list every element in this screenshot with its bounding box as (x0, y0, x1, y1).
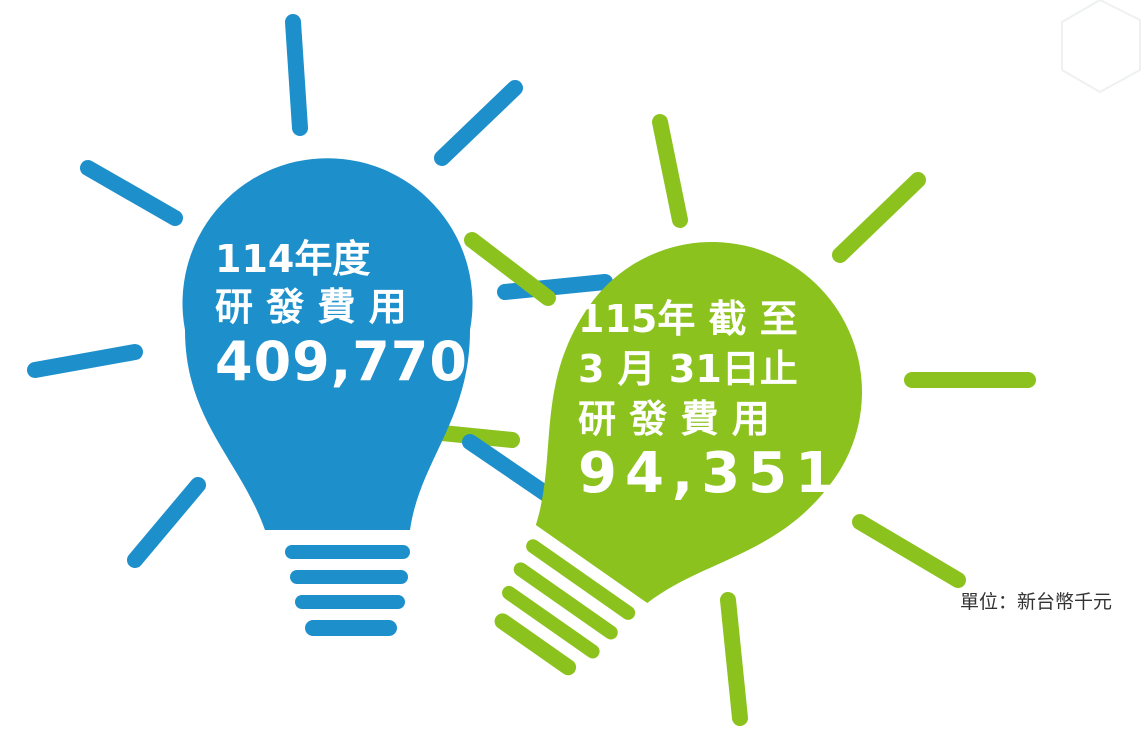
bulb-base (295, 595, 405, 609)
green-bulb (494, 242, 862, 676)
hexagon-decor (1061, 0, 1141, 94)
ray (652, 114, 688, 228)
bulb-line: 研 發 費 用 (215, 285, 407, 329)
ray (27, 344, 143, 378)
bulb-line: 3 月 31日止 (578, 347, 798, 391)
bulb-base (305, 620, 397, 636)
bulb-glass (535, 242, 862, 604)
ray (127, 477, 206, 568)
bulb-line: 115年 截 至 (578, 297, 798, 341)
ray (80, 160, 183, 226)
ray (464, 232, 556, 306)
bulb-line: 研 發 費 用 (578, 397, 770, 441)
unit-note: 單位：新台幣千元 (960, 591, 1112, 613)
bulb-base (290, 570, 408, 584)
ray (497, 274, 613, 300)
bulb-base (494, 613, 577, 676)
ray (720, 592, 748, 726)
ray (462, 434, 563, 508)
ray (434, 80, 523, 166)
ray (852, 514, 966, 588)
blue-rays (27, 14, 613, 568)
bulb-base (526, 539, 636, 620)
bulb-glass (182, 158, 473, 531)
bulb-base (513, 562, 618, 640)
bulb-amount: 409,770 (215, 330, 468, 393)
bulb-amount: 94,351 (578, 441, 842, 506)
bulb-base (285, 545, 410, 559)
blue-bulb (182, 158, 563, 636)
ray (832, 172, 926, 263)
bulb-base (502, 585, 600, 659)
bulb-line: 114年度 (215, 237, 370, 281)
ray (285, 14, 308, 136)
